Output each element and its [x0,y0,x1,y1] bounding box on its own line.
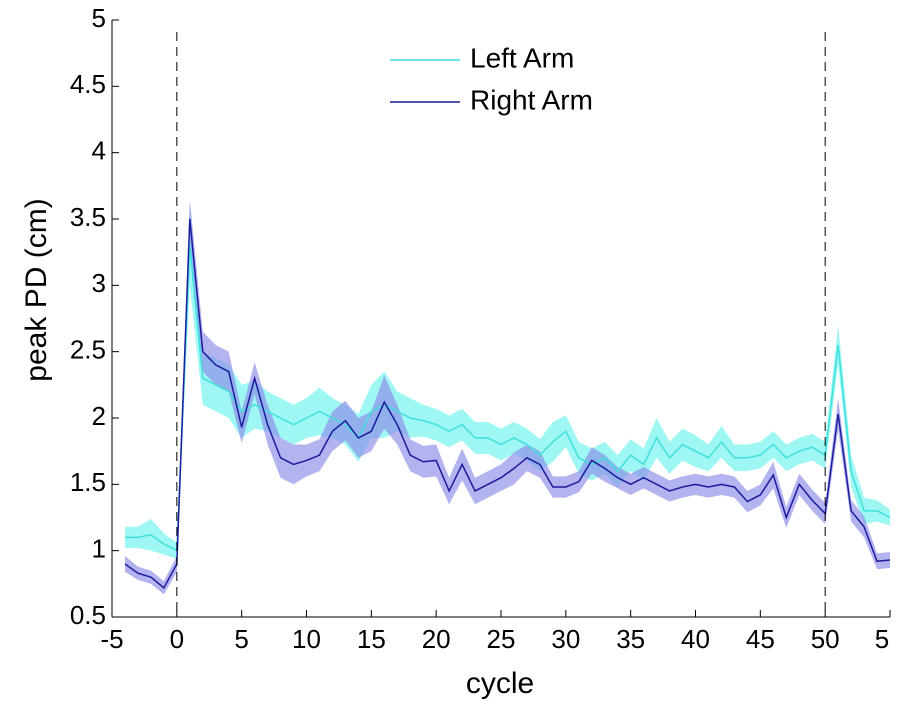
x-tick-label: 45 [746,624,775,654]
x-tick-label: 25 [487,624,516,654]
x-tick-label: 5 [234,624,248,654]
x-tick-label: 30 [551,624,580,654]
y-tick-label: 1.5 [70,467,106,497]
x-tick-label: -5 [100,624,123,654]
x-tick-label: 50 [811,624,840,654]
y-tick-label: 2 [92,401,106,431]
legend-label: Right Arm [470,84,593,115]
y-tick-label: 3.5 [70,202,106,232]
legend-label: Left Arm [470,42,574,73]
y-axis-label: peak PD (cm) [20,198,53,381]
y-tick-label: 2.5 [70,335,106,365]
x-axis-label: cycle [466,667,534,700]
x-tick-label: 20 [422,624,451,654]
y-tick-label: 4 [92,136,106,166]
series-line [124,245,891,552]
y-tick-label: 5 [92,3,106,33]
x-tick-label: 15 [357,624,386,654]
x-tick-label: 35 [616,624,645,654]
x-tick-label: 0 [170,624,184,654]
x-tick-label: 5 [875,624,889,654]
y-tick-label: 3 [92,268,106,298]
x-tick-label: 10 [292,624,321,654]
y-tick-label: 1 [92,534,106,564]
error-band [124,199,890,595]
x-tick-label: 40 [681,624,710,654]
error-band [124,205,890,559]
series-line [124,218,891,589]
y-tick-label: 4.5 [70,69,106,99]
y-tick-label: 0.5 [70,600,106,630]
